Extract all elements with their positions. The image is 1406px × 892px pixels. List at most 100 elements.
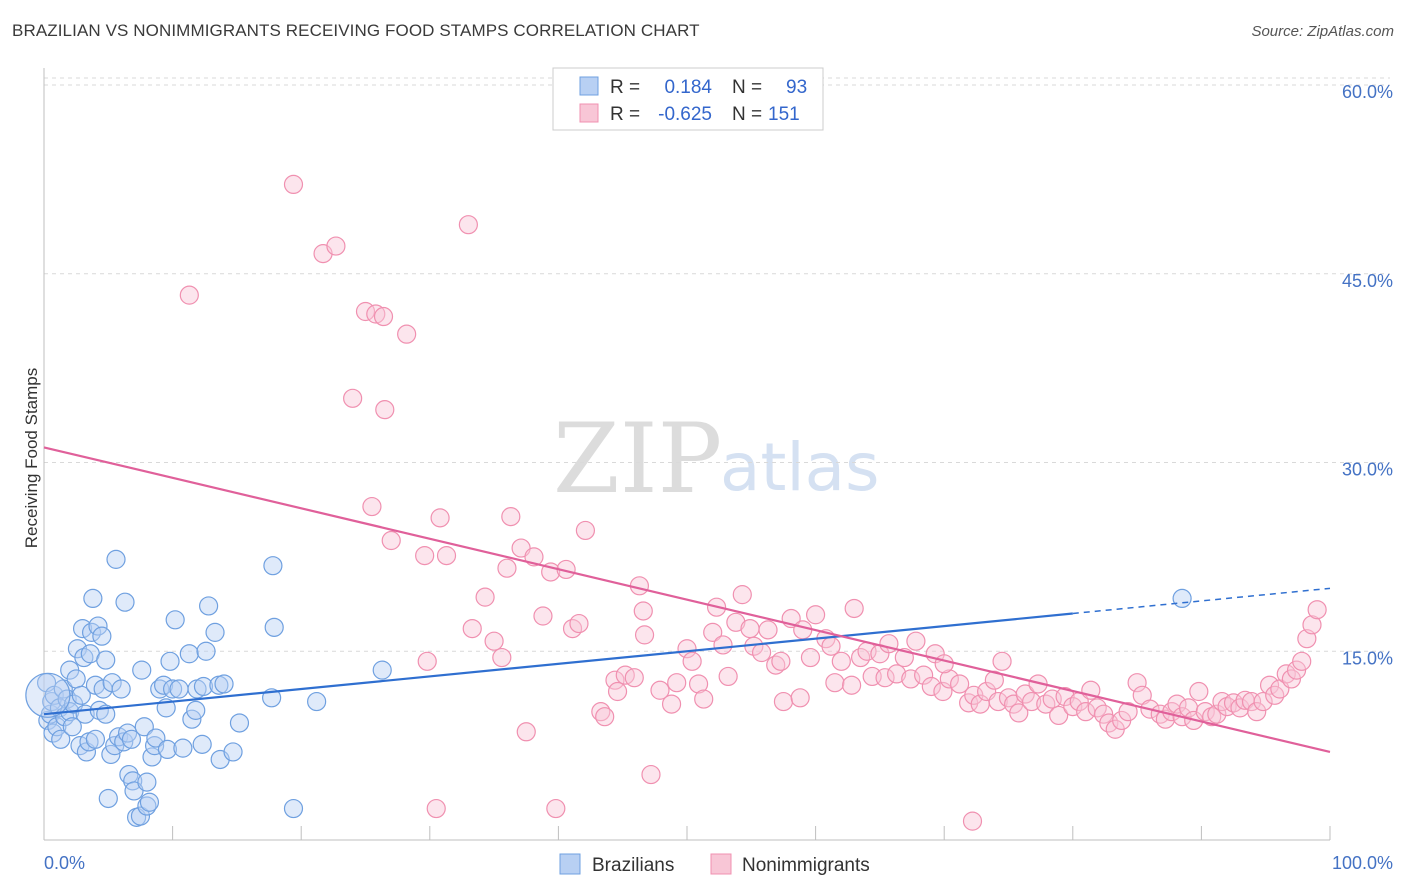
nonimmigrants-point bbox=[773, 691, 794, 712]
brazilians-point bbox=[123, 771, 143, 791]
brazilians-point bbox=[214, 674, 234, 694]
brazilians-point bbox=[1172, 588, 1192, 609]
nonimmigrants-point bbox=[458, 215, 478, 235]
nonimmigrants-point bbox=[417, 651, 437, 671]
chart-source: Source: ZipAtlas.com bbox=[1251, 23, 1394, 40]
nonimmigrants-point bbox=[381, 530, 401, 551]
legend-top-swatch-brazilians bbox=[579, 76, 599, 96]
nonimmigrants-point bbox=[984, 670, 1004, 690]
legend-top-n-value-nonimmigrants: 151 bbox=[768, 104, 800, 125]
nonimmigrants-point bbox=[800, 647, 821, 668]
watermark-zip: ZIP bbox=[553, 403, 722, 515]
nonimmigrants-point bbox=[950, 674, 970, 694]
series-brazilians bbox=[25, 549, 1192, 827]
brazilians-point bbox=[160, 651, 180, 671]
brazilians-point bbox=[115, 592, 135, 612]
nonimmigrants-point bbox=[426, 798, 446, 819]
brazilians-point bbox=[62, 717, 82, 737]
nonimmigrants-point bbox=[501, 507, 521, 527]
y-tick-label: 60.0% bbox=[1342, 82, 1393, 102]
legend-top-n-value-brazilians: 93 bbox=[786, 77, 807, 98]
brazilians-point bbox=[146, 728, 166, 748]
nonimmigrants-point bbox=[462, 618, 482, 639]
nonimmigrants-point bbox=[1036, 694, 1056, 714]
nonimmigrants-point bbox=[1286, 660, 1307, 680]
nonimmigrants-point bbox=[1253, 691, 1273, 712]
x-tick-labels: 0.0% 100.0% bbox=[44, 853, 1393, 873]
chart-title: BRAZILIAN VS NONIMMIGRANTS RECEIVING FOO… bbox=[12, 21, 700, 40]
nonimmigrants-point bbox=[492, 647, 512, 668]
nonimmigrants-point bbox=[790, 688, 810, 708]
grid bbox=[44, 77, 1390, 652]
nonimmigrants-point bbox=[375, 400, 395, 420]
nonimmigrants-point bbox=[992, 651, 1012, 671]
brazilians-point bbox=[85, 729, 106, 749]
trendline-brazilians bbox=[43, 612, 1073, 716]
brazilians-point bbox=[165, 610, 185, 630]
brazilians-point bbox=[130, 806, 151, 826]
brazilians-point bbox=[372, 660, 392, 680]
nonimmigrants-point bbox=[921, 676, 941, 697]
brazilians-point bbox=[192, 734, 212, 754]
y-tick-label: 30.0% bbox=[1342, 460, 1393, 480]
watermark: ZIP atlas bbox=[553, 403, 880, 515]
legend-bottom-swatch-nonimmigrants bbox=[710, 853, 732, 875]
nonimmigrants-point bbox=[283, 174, 304, 195]
nonimmigrants-point bbox=[682, 651, 702, 671]
nonimmigrants-point bbox=[901, 669, 921, 689]
nonimmigrants-point bbox=[366, 304, 386, 324]
brazilians-point bbox=[83, 588, 103, 609]
nonimmigrants-point bbox=[875, 668, 895, 688]
legend-top-n-label-nonimmigrants: N = bbox=[732, 104, 762, 125]
nonimmigrants-point bbox=[726, 612, 746, 632]
nonimmigrants-point bbox=[634, 625, 655, 645]
x-tick-label: 0.0% bbox=[44, 853, 85, 873]
legend-top-r-label-brazilians: R = bbox=[610, 77, 640, 98]
nonimmigrants-point bbox=[475, 587, 495, 607]
brazilians-point bbox=[98, 788, 118, 809]
brazilians-point bbox=[263, 556, 283, 576]
nonimmigrants-point bbox=[1247, 702, 1267, 722]
nonimmigrants-point bbox=[771, 651, 791, 671]
nonimmigrants-point bbox=[906, 631, 926, 651]
brazilians-point bbox=[163, 679, 183, 699]
nonimmigrants-point bbox=[605, 670, 625, 690]
trendline-nonimmigrants bbox=[43, 446, 1331, 753]
legend-bottom-label-brazilians: Brazilians bbox=[592, 855, 674, 876]
nonimmigrants-point bbox=[887, 664, 907, 684]
legend-top-r-value-nonimmigrants: -0.625 bbox=[658, 104, 712, 125]
brazilians-point bbox=[88, 616, 108, 636]
nonimmigrants-point bbox=[1015, 684, 1035, 704]
nonimmigrants-point bbox=[1063, 697, 1083, 717]
x-tick-label: 100.0% bbox=[1332, 853, 1393, 873]
nonimmigrants-point bbox=[842, 675, 862, 695]
nonimmigrants-point bbox=[1055, 686, 1075, 707]
brazilians-point bbox=[71, 685, 91, 705]
nonimmigrants-point bbox=[1302, 615, 1322, 635]
nonimmigrants-point bbox=[1265, 685, 1285, 705]
nonimmigrants-point bbox=[575, 520, 596, 541]
nonimmigrants-point bbox=[607, 681, 628, 702]
nonimmigrants-point bbox=[934, 654, 954, 674]
nonimmigrants-point bbox=[397, 324, 417, 344]
axes bbox=[43, 68, 1331, 841]
nonimmigrants-point bbox=[667, 673, 687, 693]
nonimmigrants-point bbox=[694, 689, 714, 709]
nonimmigrants-point bbox=[326, 236, 346, 256]
nonimmigrants-point bbox=[962, 811, 983, 831]
brazilians-point bbox=[283, 798, 304, 819]
nonimmigrants-point bbox=[793, 620, 813, 640]
nonimmigrants-point bbox=[430, 508, 450, 528]
nonimmigrants-point bbox=[343, 388, 363, 408]
nonimmigrants-point bbox=[805, 605, 826, 625]
brazilians-point bbox=[121, 729, 142, 749]
nonimmigrants-point bbox=[624, 668, 644, 688]
legend-bottom-swatch-brazilians bbox=[559, 853, 581, 875]
legend-top: R = 0.184 N = 93 R = -0.625 N = 151 bbox=[552, 67, 824, 131]
brazilians-point bbox=[223, 742, 243, 762]
brazilians-point bbox=[139, 792, 160, 812]
nonimmigrants-point bbox=[740, 618, 760, 639]
nonimmigrants-point bbox=[562, 618, 583, 639]
y-axis-title: Receiving Food Stamps bbox=[22, 368, 41, 548]
